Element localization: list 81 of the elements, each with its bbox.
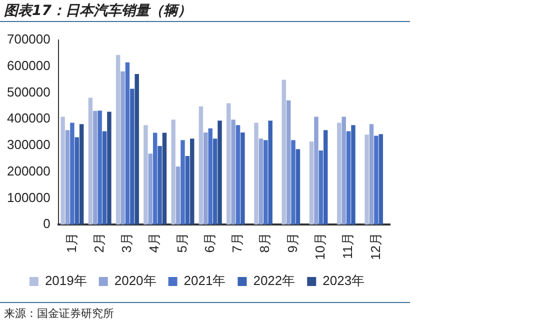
bar [60,116,65,225]
bar [318,150,324,225]
bar [351,125,356,225]
bar [116,55,120,225]
bar [148,154,153,225]
bar [162,132,167,225]
bar [378,134,383,225]
bar [93,110,98,225]
x-tick-label: 7月 [230,232,245,253]
bar [258,138,264,225]
bar [291,140,296,225]
bar [65,130,70,225]
bar [125,62,130,225]
bar [208,128,212,225]
bar [171,120,176,225]
bar [364,134,369,225]
bar [240,132,245,225]
x-tick-label: 12月 [368,232,383,260]
y-tick-label: 0 [43,216,50,232]
bar [226,103,231,225]
x-tick-label: 3月 [119,232,134,253]
bar [152,132,158,225]
x-tick-label: 4月 [146,232,162,253]
bar [236,125,240,225]
bar [254,122,258,225]
bar [130,88,134,225]
bar [296,149,300,225]
bar [286,100,291,225]
bar [198,106,204,225]
y-tick-label: 500000 [6,84,50,100]
y-tick-label: 200000 [6,163,50,178]
legend-label: 2023年 [322,273,365,288]
y-tick-label: 600000 [6,58,50,73]
legend-label: 2022年 [253,273,296,288]
x-tick-label: 8月 [257,232,272,253]
bar [134,74,139,225]
bar [346,131,351,225]
bar [204,132,208,225]
x-tick-label: 9月 [284,232,300,253]
bar [309,141,314,225]
bar [218,120,222,225]
bar [185,156,190,225]
bar [158,146,162,225]
bar [323,130,328,225]
bar [337,122,342,225]
x-tick-label: 11月 [340,232,356,260]
bar [70,122,74,225]
bar [180,140,185,225]
bar [107,112,112,225]
bar [212,138,218,225]
bar [369,124,374,225]
bar [264,140,268,225]
bar [74,137,80,225]
legend-label: 2020年 [114,273,156,288]
x-tick-label: 1月 [64,232,79,253]
chart-title: 图表17：日本汽车销量（辆） [4,2,192,20]
x-tick-label: 6月 [202,232,217,253]
x-tick-label: 10月 [312,232,328,260]
bar [374,136,378,225]
x-tick-label: 5月 [174,232,190,253]
bar [102,131,107,225]
bar [176,166,180,225]
bar [342,116,346,225]
legend-label: 2019年 [44,273,87,288]
bar [268,120,272,225]
bar [144,125,148,225]
bar [190,138,194,225]
y-tick-label: 100000 [6,190,50,205]
bar [88,98,93,225]
x-tick-label: 2月 [91,232,106,253]
source-note: 来源：国金证券研究所 [4,306,114,321]
bar [282,80,286,225]
bar [120,71,125,225]
y-tick-label: 300000 [6,137,50,152]
bar [98,110,102,225]
legend-label: 2021年 [184,273,226,288]
y-tick-label: 400000 [6,110,50,126]
bar [314,116,318,225]
bar [79,124,84,225]
y-tick-label: 700000 [6,32,50,47]
bar [231,120,236,225]
